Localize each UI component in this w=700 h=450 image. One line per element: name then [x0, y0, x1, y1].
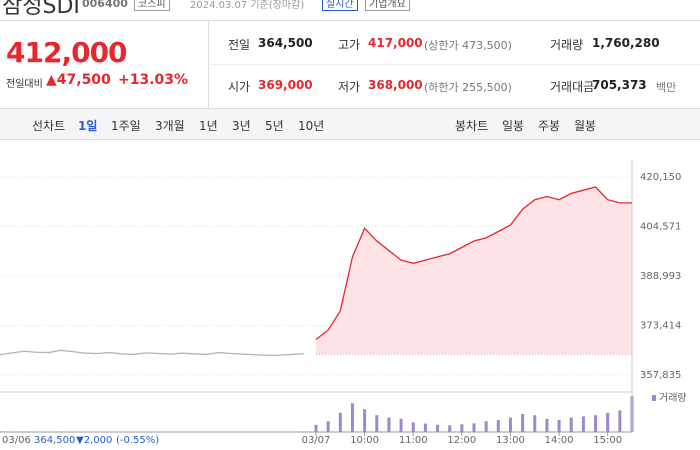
x-tick-label: 12:00: [447, 435, 476, 446]
x-tick-label: 10:00: [350, 435, 379, 446]
x-tick-label: 11:00: [399, 435, 428, 446]
field-note: (상한가 473,500): [424, 39, 512, 52]
volume-bar: [606, 412, 610, 432]
footer-rate: (-0.55%): [116, 435, 159, 446]
volume-bar: [508, 417, 512, 432]
x-tick-label: 03/07: [302, 435, 331, 446]
volume-bar: [472, 423, 476, 432]
volume-bar: [423, 423, 427, 432]
tab[interactable]: 1년: [199, 119, 218, 133]
volume-bar: [496, 420, 500, 432]
price-line: [0, 349, 304, 357]
chart: 15:00 14:00 13:00 12:00 11:00 10:00 03/07 420,1…: [0, 160, 687, 446]
field-value: 705,373: [592, 78, 647, 92]
field-value: 369,000: [258, 78, 313, 92]
market-badge: 코스피: [134, 0, 170, 11]
volume-bar: [594, 415, 598, 432]
volume-bar: [350, 403, 354, 432]
tab[interactable]: 1일: [78, 119, 98, 133]
field-note: (하한가 255,500): [424, 81, 512, 94]
footer-date: 03/06: [2, 435, 31, 446]
volume-bar: [448, 425, 452, 432]
volume-bar: [314, 424, 318, 432]
divider: [0, 20, 700, 21]
price-line: [315, 186, 632, 341]
volume-bar: [581, 416, 585, 432]
realtime-badge[interactable]: 실시간: [322, 0, 358, 11]
volume-bar: [363, 409, 367, 432]
volume-bar: [399, 418, 403, 432]
field-value: 1,760,280: [592, 36, 660, 50]
divider: [208, 64, 700, 65]
y-tick-label: 420,150: [640, 172, 681, 183]
volume-bar: [545, 418, 549, 432]
change-rate: +13.03%: [118, 72, 189, 88]
tab[interactable]: 3개월: [155, 119, 185, 133]
volume-bar: [618, 410, 622, 432]
change-label: 전일대비: [6, 79, 43, 90]
tab-label: 봉차트: [455, 119, 489, 133]
area-fill: [316, 187, 632, 354]
stock-code: 006400: [82, 0, 128, 10]
x-tick-label: 13:00: [496, 435, 525, 446]
tab-bar: [0, 108, 700, 140]
volume-bar: [411, 422, 415, 432]
y-tick-label: 404,571: [640, 222, 681, 233]
legend-swatch: [652, 395, 656, 401]
field-value: 364,500: [258, 36, 313, 50]
tab[interactable]: 주봉: [538, 119, 561, 133]
field-label: 시가: [228, 80, 251, 94]
date: 2024.03.07 기준(장마감): [190, 0, 305, 11]
field-label: 거래량: [550, 38, 584, 52]
x-tick-label: 14:00: [545, 435, 574, 446]
current-price: 412,000: [6, 36, 128, 69]
field-label: 거래대금: [550, 80, 595, 94]
field-note: 백만: [656, 81, 677, 94]
y-tick-label: 388,993: [640, 271, 681, 282]
volume-bar: [436, 424, 440, 432]
change: ▲47,500: [46, 72, 111, 88]
footer-price: 364,500: [34, 435, 75, 446]
x-tick-label: 15:00: [593, 435, 622, 446]
tab[interactable]: 일봉: [502, 119, 525, 133]
tab[interactable]: 3년: [232, 119, 251, 133]
volume-bar: [375, 415, 379, 432]
tab[interactable]: 5년: [265, 119, 284, 133]
field-value: 417,000: [368, 36, 423, 50]
volume-bar: [533, 415, 537, 432]
field-label: 고가: [338, 38, 361, 52]
tab[interactable]: 10년: [298, 119, 325, 133]
legend-label: 거래량: [659, 392, 687, 404]
volume-bar: [484, 421, 488, 432]
volume-bar: [557, 420, 561, 432]
tab-label: 선차트: [32, 119, 66, 133]
volume-bar: [569, 417, 573, 432]
volume-bar: [521, 414, 525, 432]
y-tick-label: 373,414: [640, 320, 681, 331]
volume-bar: [387, 417, 391, 432]
field-label: 저가: [338, 80, 361, 94]
volume-bar: [326, 421, 330, 432]
tab[interactable]: 1주일: [111, 119, 141, 133]
volume-bar: [338, 412, 342, 432]
volume-bar: [460, 424, 464, 432]
overview-button[interactable]: 기업개요: [365, 0, 410, 11]
tab[interactable]: 월봉: [574, 119, 597, 133]
y-tick-label: 357,835: [640, 370, 681, 381]
footer-change: ▼2,000: [76, 435, 112, 446]
field-value: 368,000: [368, 78, 423, 92]
field-label: 전일: [228, 38, 251, 52]
stock-name: 삼성SDI: [2, 0, 80, 19]
